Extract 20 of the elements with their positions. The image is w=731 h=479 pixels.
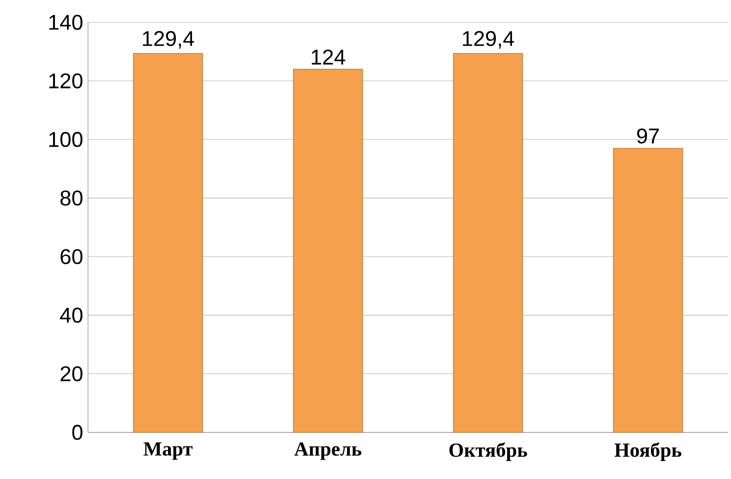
bar [453,53,523,433]
x-tick-label: Апрель [294,442,362,460]
x-tick-label: Октябрь [449,442,528,461]
data-label: 124 [312,50,346,64]
bar [293,68,363,433]
y-tick-label: 20 [60,366,82,382]
y-tick-label: 100 [49,132,82,148]
y-tick-label: 140 [49,14,82,30]
data-label: 129,4 [462,31,514,49]
data-label: 129,4 [142,31,194,49]
x-tick-label: Март [144,442,193,460]
bar [613,148,683,433]
x-tick-label: Ноябрь [614,442,682,461]
y-tick-label: 120 [49,73,82,88]
y-tick-label: 0 [72,424,82,440]
y-tick-label: 80 [60,190,82,206]
data-label: 97 [637,128,659,144]
y-tick-label: 60 [60,249,82,264]
y-tick-label: 40 [60,308,82,323]
bar [133,53,203,433]
